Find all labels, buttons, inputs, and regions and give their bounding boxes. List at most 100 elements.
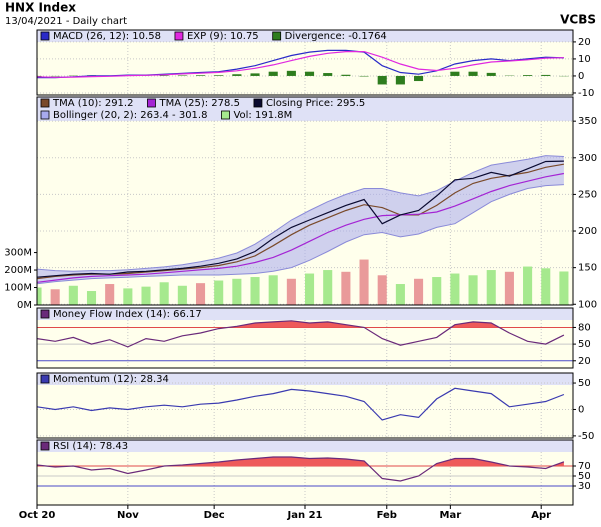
- chart-title: HNX Index: [5, 1, 76, 15]
- legend-band: [37, 97, 573, 121]
- panel-border: [36, 29, 574, 96]
- y2-tick-label: 200M: [4, 265, 32, 276]
- x-tick-label: Dec: [204, 510, 225, 521]
- y2-tick-label: 0M: [17, 300, 32, 311]
- bar: [395, 75, 405, 85]
- legend-label: MACD (26, 12): 10.58: [53, 31, 161, 42]
- y-tick-label: 300: [578, 153, 597, 164]
- bar: [232, 74, 242, 76]
- line: [37, 172, 565, 283]
- bar: [414, 278, 424, 305]
- bar: [377, 75, 387, 85]
- line: [37, 51, 564, 78]
- legend-label: TMA (10): 291.2: [52, 98, 133, 109]
- bar: [541, 74, 551, 76]
- y-tick-label: 0: [578, 71, 584, 82]
- line: [37, 387, 565, 421]
- bar: [250, 277, 260, 305]
- bar: [177, 75, 187, 76]
- legend-swatch: [221, 110, 230, 120]
- bar: [523, 75, 533, 76]
- legend-band: [37, 30, 573, 42]
- bar: [359, 75, 369, 77]
- bar: [468, 71, 478, 76]
- legend-swatch: [40, 309, 50, 319]
- area-fill: [37, 457, 564, 466]
- bar: [105, 284, 115, 305]
- y-tick-label: 0: [578, 404, 584, 415]
- bar: [377, 275, 387, 305]
- x-tick-label: Apr: [531, 510, 551, 521]
- legend-label: EXP (9): 10.75: [187, 31, 259, 42]
- legend-swatch: [147, 98, 156, 108]
- bar: [250, 73, 260, 76]
- bar: [68, 285, 78, 305]
- legend-swatch: [40, 110, 50, 120]
- legend-swatch: [40, 441, 50, 451]
- bar: [268, 275, 278, 305]
- bar: [468, 275, 478, 305]
- bar: [541, 268, 551, 305]
- bar: [523, 266, 533, 305]
- bar: [195, 75, 206, 76]
- x-tick-label: Jan 21: [287, 510, 323, 521]
- bar: [159, 282, 169, 305]
- bar: [486, 270, 496, 305]
- bar: [432, 277, 442, 305]
- legend-swatch: [253, 98, 263, 108]
- line: [37, 456, 565, 482]
- line: [37, 160, 564, 278]
- bar: [559, 271, 569, 305]
- bar: [395, 284, 405, 305]
- bar: [305, 273, 315, 305]
- legend-label: Divergence: -0.1764: [285, 31, 387, 42]
- panel-border: [36, 307, 574, 369]
- band-upper: [37, 155, 564, 272]
- y-tick-label: 30: [578, 481, 591, 492]
- legend-label: Money Flow Index (14): 66.17: [53, 309, 202, 320]
- bar: [50, 289, 60, 305]
- bar: [323, 73, 333, 76]
- y-tick-label: 70: [578, 461, 591, 472]
- legend-label: Closing Price: 295.5: [266, 98, 365, 109]
- legend-label: RSI (14): 78.43: [53, 441, 128, 452]
- panel-plot: [37, 41, 573, 95]
- y-tick-label: 20: [578, 356, 591, 367]
- bar: [450, 71, 460, 76]
- bar: [341, 271, 351, 305]
- y-tick-label: 200: [578, 226, 597, 237]
- bar: [414, 75, 424, 82]
- y-tick-label: 20: [578, 37, 591, 48]
- bar: [504, 271, 514, 305]
- panel-plot: [37, 120, 573, 305]
- bar: [123, 288, 133, 305]
- legend-band: [37, 373, 573, 385]
- y-tick-label: 10: [578, 54, 591, 65]
- y-tick-label: 80: [578, 322, 591, 333]
- y-tick-label: 50: [578, 378, 591, 389]
- bar: [232, 278, 242, 305]
- y2-tick-label: 300M: [4, 248, 32, 259]
- y-tick-label: 250: [578, 189, 597, 200]
- y-tick-label: 350: [578, 116, 597, 127]
- bar: [177, 285, 187, 305]
- bar: [268, 71, 278, 76]
- bar: [159, 75, 169, 76]
- bar: [286, 70, 296, 76]
- x-tick-label: Feb: [377, 510, 397, 521]
- bar: [450, 273, 460, 305]
- y-tick-label: -10: [578, 88, 594, 99]
- panel-plot: [37, 320, 573, 368]
- area-fill: [227, 320, 500, 328]
- chart-source: VCBS: [560, 13, 596, 27]
- bar: [286, 278, 296, 305]
- legend-swatch: [40, 374, 50, 384]
- y-tick-label: 50: [578, 339, 591, 350]
- bar: [486, 72, 496, 76]
- bar: [37, 287, 42, 305]
- legend-label: TMA (25): 278.5: [158, 98, 239, 109]
- legend-band: [37, 308, 573, 320]
- panel-plot: [37, 452, 573, 505]
- y-tick-label: 100: [578, 299, 597, 310]
